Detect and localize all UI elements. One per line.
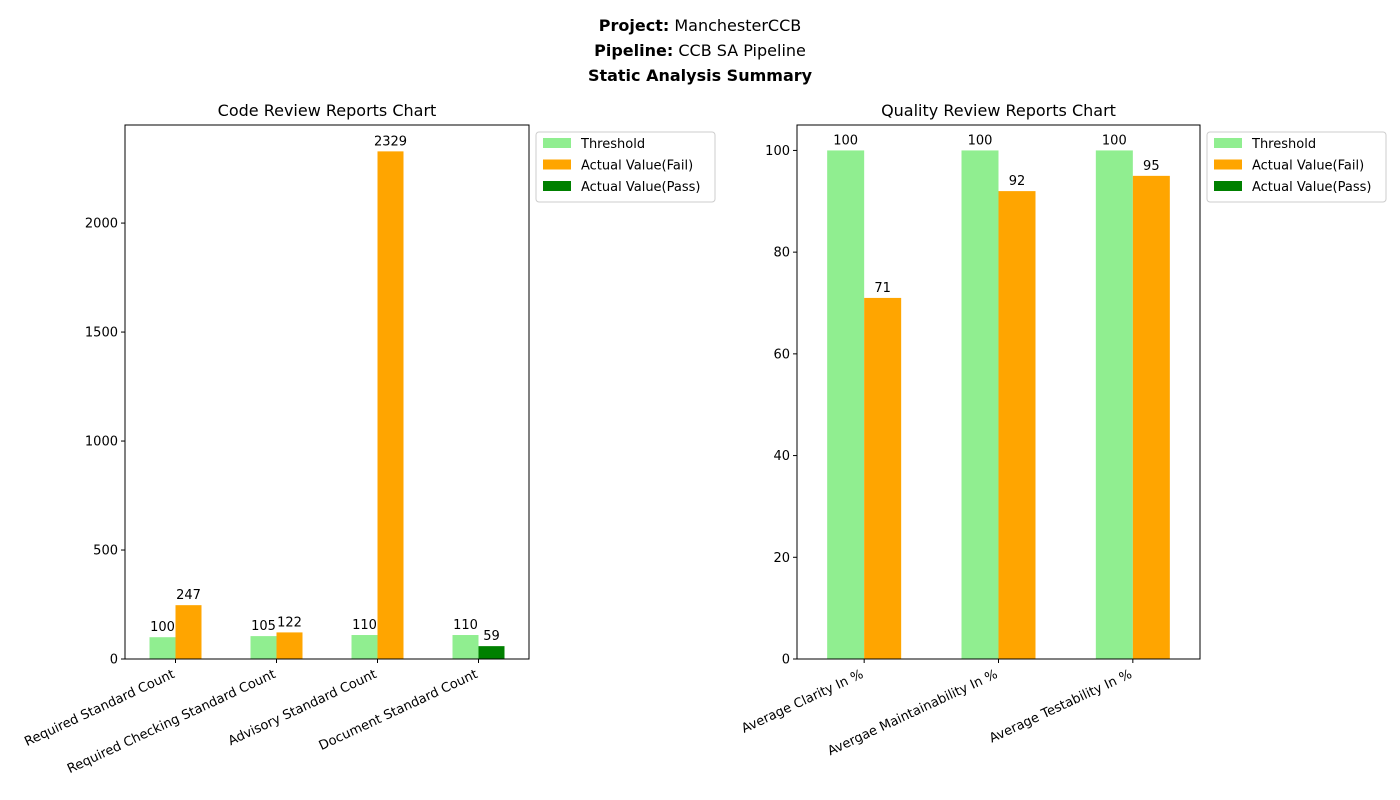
bar-actual-value-document-standard-count <box>478 646 505 659</box>
legend-swatch-pass <box>1214 181 1242 191</box>
bar-actual-value-required-checking-standard-count <box>276 632 303 659</box>
y-tick-label: 40 <box>773 449 790 464</box>
y-tick-label: 100 <box>765 144 790 159</box>
data-label: 95 <box>1143 159 1160 174</box>
bar-threshold-average-clarity-in <box>827 150 865 659</box>
bar-threshold-required-standard-count <box>149 637 176 659</box>
project-value: ManchesterCCB <box>674 16 802 35</box>
bar-threshold-required-checking-standard-count <box>250 636 277 659</box>
x-tick-label: Required Checking Standard Count <box>65 667 278 777</box>
legend-swatch-threshold <box>1214 138 1242 148</box>
y-tick-label: 1500 <box>85 326 118 341</box>
y-tick-label: 2000 <box>85 217 118 232</box>
chart-2: Quality Review Reports Chart 0 20 40 60 80 100… <box>739 101 1387 759</box>
data-label: 100 <box>833 133 858 148</box>
data-label: 110 <box>453 618 478 633</box>
summary-title-line: Static Analysis Summary <box>0 66 1400 86</box>
y-tick-label: 80 <box>773 246 790 261</box>
pipeline-line: Pipeline: CCB SA Pipeline <box>0 41 1400 61</box>
legend-entry: Threshold <box>1251 137 1316 152</box>
pipeline-separator: : <box>666 41 674 60</box>
project-separator: : <box>662 16 670 35</box>
x-tick-label: Average Testability In % <box>987 667 1134 746</box>
legend-entry: Actual Value(Pass) <box>1252 180 1371 195</box>
legend-entry: Actual Value(Fail) <box>1252 159 1364 174</box>
legend-box <box>535 131 716 203</box>
y-tick-label: 1000 <box>85 435 118 450</box>
bar-threshold-avergae-maintainability-in <box>961 150 999 659</box>
y-tick-label: 60 <box>773 347 790 362</box>
project-label: Project <box>598 16 663 35</box>
pipeline-label: Pipeline <box>594 41 667 60</box>
project-line: Project: ManchesterCCB <box>0 16 1400 36</box>
bar-threshold-advisory-standard-count <box>351 635 378 659</box>
bar-actual-value-required-standard-count <box>175 605 202 659</box>
data-label: 2329 <box>374 134 407 149</box>
legend-entry: Actual Value(Pass) <box>581 180 700 195</box>
legend-entry: Threshold <box>580 137 645 152</box>
data-label: 110 <box>352 618 377 633</box>
data-label: 100 <box>150 620 175 635</box>
bar-actual-value-avergae-maintainability-in <box>998 191 1036 659</box>
plot-frame <box>124 124 530 660</box>
summary-title: Static Analysis Summary <box>587 66 813 85</box>
legend-box <box>1206 131 1387 203</box>
bar-actual-value-advisory-standard-count <box>377 151 404 660</box>
data-label: 71 <box>874 281 891 296</box>
legend-swatch-fail <box>543 159 571 170</box>
legend-swatch-threshold <box>543 138 571 148</box>
legend-entry: Actual Value(Fail) <box>581 159 693 174</box>
data-label: 105 <box>251 619 276 634</box>
x-tick-label: Document Standard Count <box>317 667 480 754</box>
legend: Threshold Actual Value(Fail) Actual Value(… <box>535 131 716 203</box>
data-label: 247 <box>176 588 201 603</box>
data-label: 92 <box>1009 174 1026 189</box>
y-tick-label: 20 <box>773 551 790 566</box>
y-tick-label: 500 <box>93 544 118 559</box>
bar-actual-value-average-clarity-in <box>864 297 902 659</box>
chart-title: Code Review Reports Chart <box>218 101 437 120</box>
data-label: 100 <box>968 133 993 148</box>
bar-threshold-average-testability-in <box>1095 150 1133 659</box>
y-tick-label: 0 <box>110 653 118 668</box>
chart-1: Code Review Reports Chart 0 500 1000 1500 200… <box>22 101 716 777</box>
y-tick-label: 0 <box>782 653 790 668</box>
data-label: 100 <box>1102 133 1127 148</box>
bar-threshold-document-standard-count <box>452 635 479 659</box>
bar-actual-value-average-testability-in <box>1132 175 1170 659</box>
legend: Threshold Actual Value(Fail) Actual Value(… <box>1206 131 1387 203</box>
x-tick-label: Average Clarity In % <box>739 667 866 737</box>
plot-frame <box>796 124 1201 660</box>
chart-title: Quality Review Reports Chart <box>881 101 1116 120</box>
data-label: 122 <box>277 615 302 630</box>
legend-swatch-fail <box>1214 159 1242 170</box>
data-label: 59 <box>483 629 500 644</box>
pipeline-value: CCB SA Pipeline <box>678 41 806 60</box>
legend-swatch-pass <box>543 181 571 191</box>
